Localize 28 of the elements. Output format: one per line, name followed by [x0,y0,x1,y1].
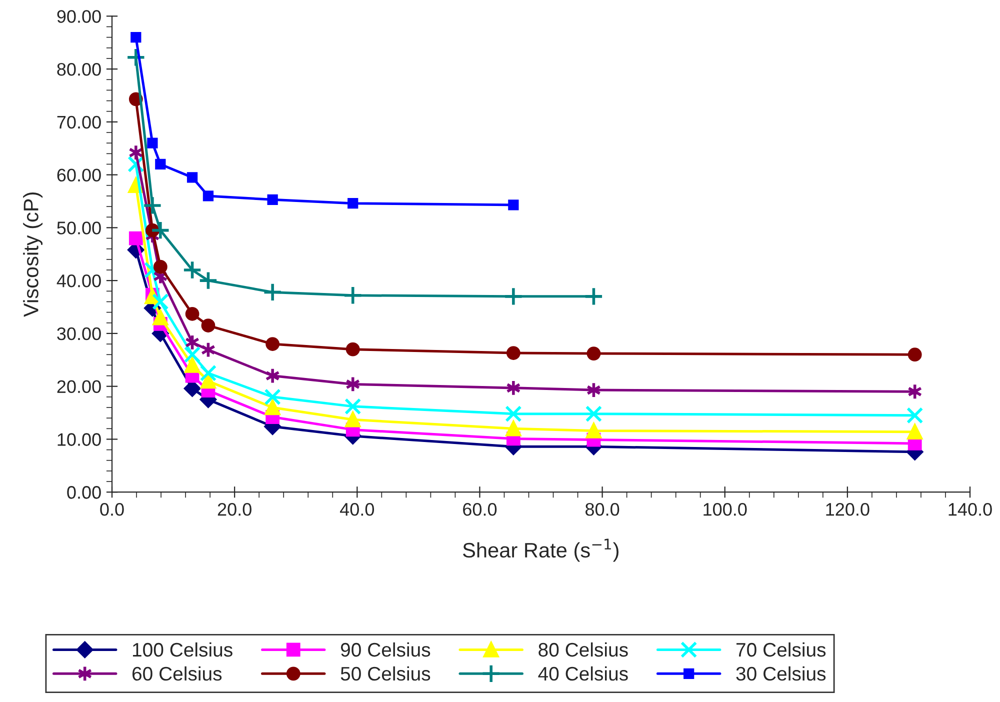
y-tick-label: 0.00 [67,486,101,499]
legend-label: 100 Celsius [132,642,232,657]
x-tick-label: 40.0 [340,502,374,516]
y-tick-label: 60.00 [57,168,101,182]
y-tick-label: 70.00 [57,116,101,129]
legend-label: 30 Celsius [736,666,826,681]
y-tick-label: 80.00 [57,62,101,76]
legend-label: 70 Celsius [736,642,826,657]
x-tick-label: 140.0 [948,502,992,516]
legend-label: 60 Celsius [132,666,222,681]
y-tick-label: 30.00 [57,327,101,340]
y-tick-label: 50.00 [57,222,101,234]
x-tick-label: 60.0 [463,502,497,516]
x-tick-label: 20.0 [218,502,252,516]
y-axis-title: Viscosity (cP) [23,192,43,317]
x-tick-label: 0.0 [100,502,124,516]
y-tick-label: 40.00 [56,274,101,288]
x-tick-label: 100.0 [704,502,747,516]
x-tick-label: 120.0 [826,502,870,516]
legend-label: 90 Celsius [340,642,430,657]
y-tick-label: 20.00 [57,380,101,394]
y-tick-label: 90.00 [57,10,101,23]
legend-label: 40 Celsius [538,666,628,681]
x-axis-title: Shear Rate (s$^{−1}$) [462,538,618,562]
legend-label: 80 Celsius [538,642,628,657]
legend-label: 50 Celsius [340,666,430,681]
x-tick-label: 80.0 [586,502,620,516]
y-tick-label: 10.00 [58,433,101,446]
